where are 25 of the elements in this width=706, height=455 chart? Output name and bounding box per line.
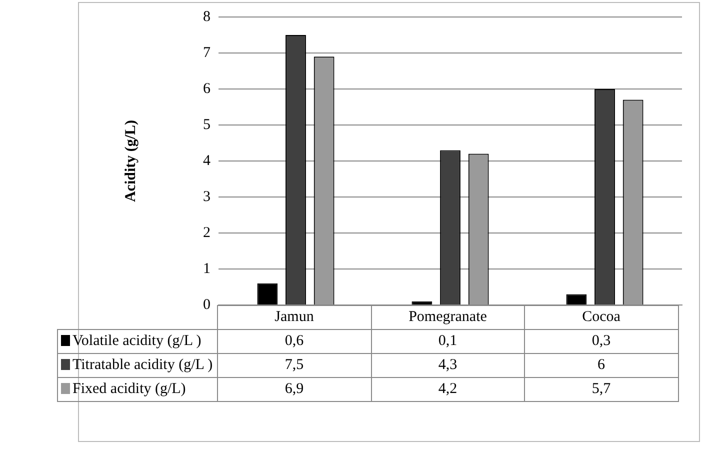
data-label: 7,5 (218, 354, 371, 378)
y-tick-label: 2 (203, 224, 210, 241)
data-label: 5,7 (524, 378, 678, 402)
y-tick-label: 7 (203, 44, 211, 61)
x-tick-label: Cocoa (524, 306, 678, 330)
y-axis-title: Acidity (g/L) (122, 120, 139, 202)
y-tick-label: 0 (203, 296, 210, 313)
legend-label: Titratable acidity (g/L ) (57, 354, 218, 378)
data-label: 0,6 (218, 330, 371, 354)
data-label: 0,1 (371, 330, 524, 354)
y-tick-label: 8 (203, 8, 210, 25)
y-tick-label: 1 (203, 260, 210, 277)
y-tick-label: 5 (203, 116, 210, 133)
y-tick-label: 3 (203, 188, 210, 205)
data-label: 4,3 (371, 354, 524, 378)
y-tick-label: 4 (203, 152, 211, 169)
data-label: 6,9 (218, 378, 371, 402)
data-label: 0,3 (524, 330, 678, 354)
data-label: 6 (524, 354, 678, 378)
legend-label: Volatile acidity (g/L ) (57, 330, 218, 354)
y-tick-label: 6 (203, 80, 211, 97)
x-tick-label: Jamun (218, 306, 371, 330)
x-tick-label: Pomegranate (371, 306, 524, 330)
data-label: 4,2 (371, 378, 524, 402)
legend-label: Fixed acidity (g/L) (57, 378, 218, 402)
